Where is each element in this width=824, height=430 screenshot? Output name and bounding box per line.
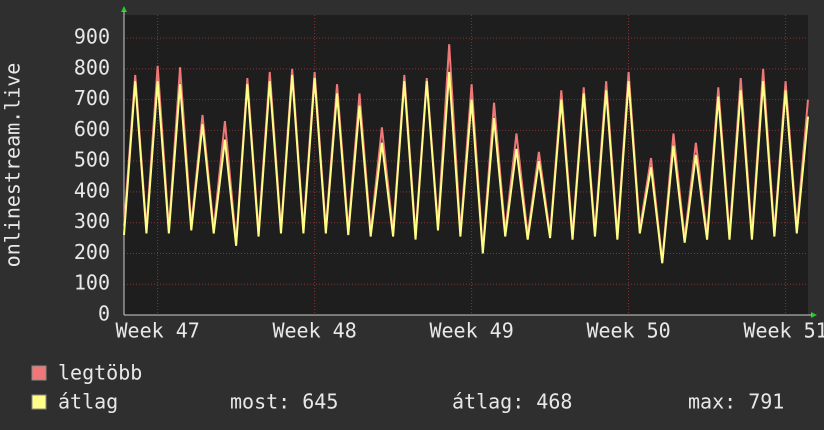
y-tick-label: 0 — [98, 302, 110, 326]
x-tick-label: Week 48 — [272, 319, 356, 343]
y-tick-label: 500 — [74, 148, 110, 172]
x-tick-label: Week 51 — [743, 319, 824, 343]
legend-label: átlag — [58, 390, 118, 414]
y-tick-label: 800 — [74, 55, 110, 79]
axis-arrow — [121, 6, 127, 12]
y-tick-label: 200 — [74, 240, 110, 264]
y-tick-label: 900 — [74, 25, 110, 49]
legend-swatch — [31, 394, 47, 410]
legend-swatch — [31, 365, 47, 381]
stat: max: 791 — [688, 390, 784, 414]
x-tick-label: Week 47 — [115, 319, 199, 343]
stat: átlag: 468 — [452, 390, 572, 414]
y-tick-label: 700 — [74, 86, 110, 110]
x-tick-label: Week 49 — [429, 319, 513, 343]
x-tick-label: Week 50 — [586, 319, 670, 343]
stat: most: 645 — [230, 390, 338, 414]
y-tick-label: 600 — [74, 117, 110, 141]
series-line — [123, 71, 809, 264]
legend-label: legtöbb — [58, 361, 142, 385]
axis-arrow — [811, 312, 817, 318]
y-tick-label: 400 — [74, 178, 110, 202]
y-tick-label: 100 — [74, 271, 110, 295]
y-tick-label: 300 — [74, 209, 110, 233]
y-axis-label: onlinestream.live — [1, 63, 25, 268]
